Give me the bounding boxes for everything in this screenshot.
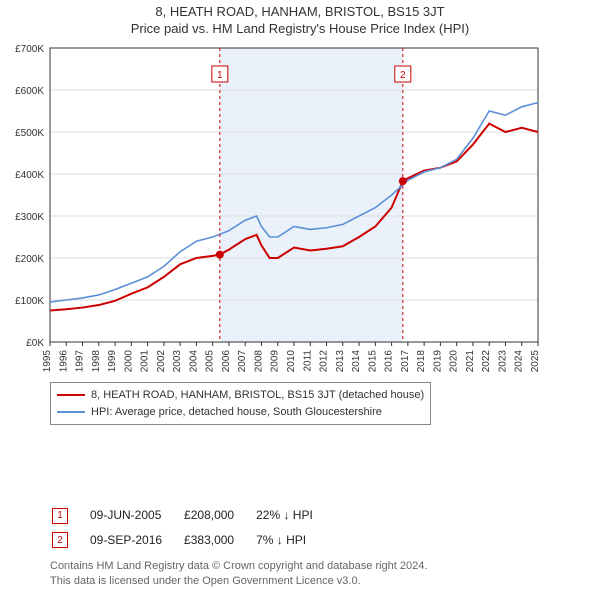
sale-price: £208,000: [184, 504, 254, 527]
svg-text:2016: 2016: [384, 350, 395, 372]
svg-text:2002: 2002: [156, 350, 167, 372]
svg-text:2017: 2017: [400, 350, 411, 372]
svg-text:2015: 2015: [367, 350, 378, 372]
svg-text:2018: 2018: [416, 350, 427, 372]
legend-swatch: [57, 394, 85, 396]
legend-label: HPI: Average price, detached house, Sout…: [91, 404, 382, 421]
chart-subtitle: Price paid vs. HM Land Registry's House …: [0, 21, 600, 36]
svg-text:£300K: £300K: [15, 212, 44, 223]
sale-marker-icon: 2: [52, 532, 68, 548]
legend-row: HPI: Average price, detached house, Sout…: [57, 404, 424, 421]
sale-date: 09-JUN-2005: [90, 504, 182, 527]
svg-text:2019: 2019: [432, 350, 443, 372]
svg-text:1999: 1999: [107, 350, 118, 372]
svg-text:£400K: £400K: [15, 170, 44, 181]
svg-text:£600K: £600K: [15, 86, 44, 97]
svg-text:1995: 1995: [42, 350, 53, 372]
svg-text:£100K: £100K: [15, 296, 44, 307]
svg-text:2022: 2022: [481, 350, 492, 372]
svg-text:2003: 2003: [172, 350, 183, 372]
svg-text:£700K: £700K: [15, 44, 44, 55]
svg-text:2014: 2014: [351, 350, 362, 372]
svg-text:2001: 2001: [140, 350, 151, 372]
svg-text:2005: 2005: [205, 350, 216, 372]
svg-text:2000: 2000: [123, 350, 134, 372]
sales-table: 1 09-JUN-2005£208,00022% ↓ HPI 2 09-SEP-201…: [50, 502, 335, 553]
svg-text:2: 2: [400, 70, 406, 81]
sale-delta: 7% ↓ HPI: [256, 529, 333, 552]
svg-text:1998: 1998: [91, 350, 102, 372]
svg-text:2009: 2009: [270, 350, 281, 372]
svg-text:£0K: £0K: [26, 338, 44, 349]
sale-delta: 22% ↓ HPI: [256, 504, 333, 527]
svg-text:2012: 2012: [319, 350, 330, 372]
svg-text:2011: 2011: [302, 350, 313, 372]
footer-attribution: Contains HM Land Registry data © Crown c…: [50, 559, 600, 590]
sale-marker-icon: 1: [52, 508, 68, 524]
svg-text:2007: 2007: [237, 350, 248, 372]
footer-line: This data is licensed under the Open Gov…: [50, 574, 600, 589]
svg-text:1996: 1996: [58, 350, 69, 372]
svg-text:1997: 1997: [75, 350, 86, 372]
table-row: 2 09-SEP-2016£383,0007% ↓ HPI: [52, 529, 333, 552]
svg-text:2021: 2021: [465, 350, 476, 372]
sale-price: £383,000: [184, 529, 254, 552]
svg-text:2024: 2024: [514, 350, 525, 372]
svg-text:2025: 2025: [530, 350, 541, 372]
svg-text:2023: 2023: [497, 350, 508, 372]
svg-text:1: 1: [217, 70, 223, 81]
line-chart: £0K £100K £200K £300K £400K £500K £600K £700K 19…: [2, 42, 542, 372]
svg-text:£500K: £500K: [15, 128, 44, 139]
chart-container: £0K £100K £200K £300K £400K £500K £600K £700K 19…: [2, 42, 600, 438]
table-row: 1 09-JUN-2005£208,00022% ↓ HPI: [52, 504, 333, 527]
svg-text:2010: 2010: [286, 350, 297, 372]
legend-row: 8, HEATH ROAD, HANHAM, BRISTOL, BS15 3JT…: [57, 387, 424, 404]
svg-text:£200K: £200K: [15, 254, 44, 265]
svg-text:2013: 2013: [335, 350, 346, 372]
chart-title: 8, HEATH ROAD, HANHAM, BRISTOL, BS15 3JT: [0, 4, 600, 19]
svg-text:2020: 2020: [449, 350, 460, 372]
svg-text:2008: 2008: [253, 350, 264, 372]
svg-text:2006: 2006: [221, 350, 232, 372]
chart-legend: 8, HEATH ROAD, HANHAM, BRISTOL, BS15 3JT…: [50, 382, 431, 425]
svg-text:2004: 2004: [188, 350, 199, 372]
legend-label: 8, HEATH ROAD, HANHAM, BRISTOL, BS15 3JT…: [91, 387, 424, 404]
legend-swatch: [57, 411, 85, 413]
footer-line: Contains HM Land Registry data © Crown c…: [50, 559, 600, 574]
sale-date: 09-SEP-2016: [90, 529, 182, 552]
